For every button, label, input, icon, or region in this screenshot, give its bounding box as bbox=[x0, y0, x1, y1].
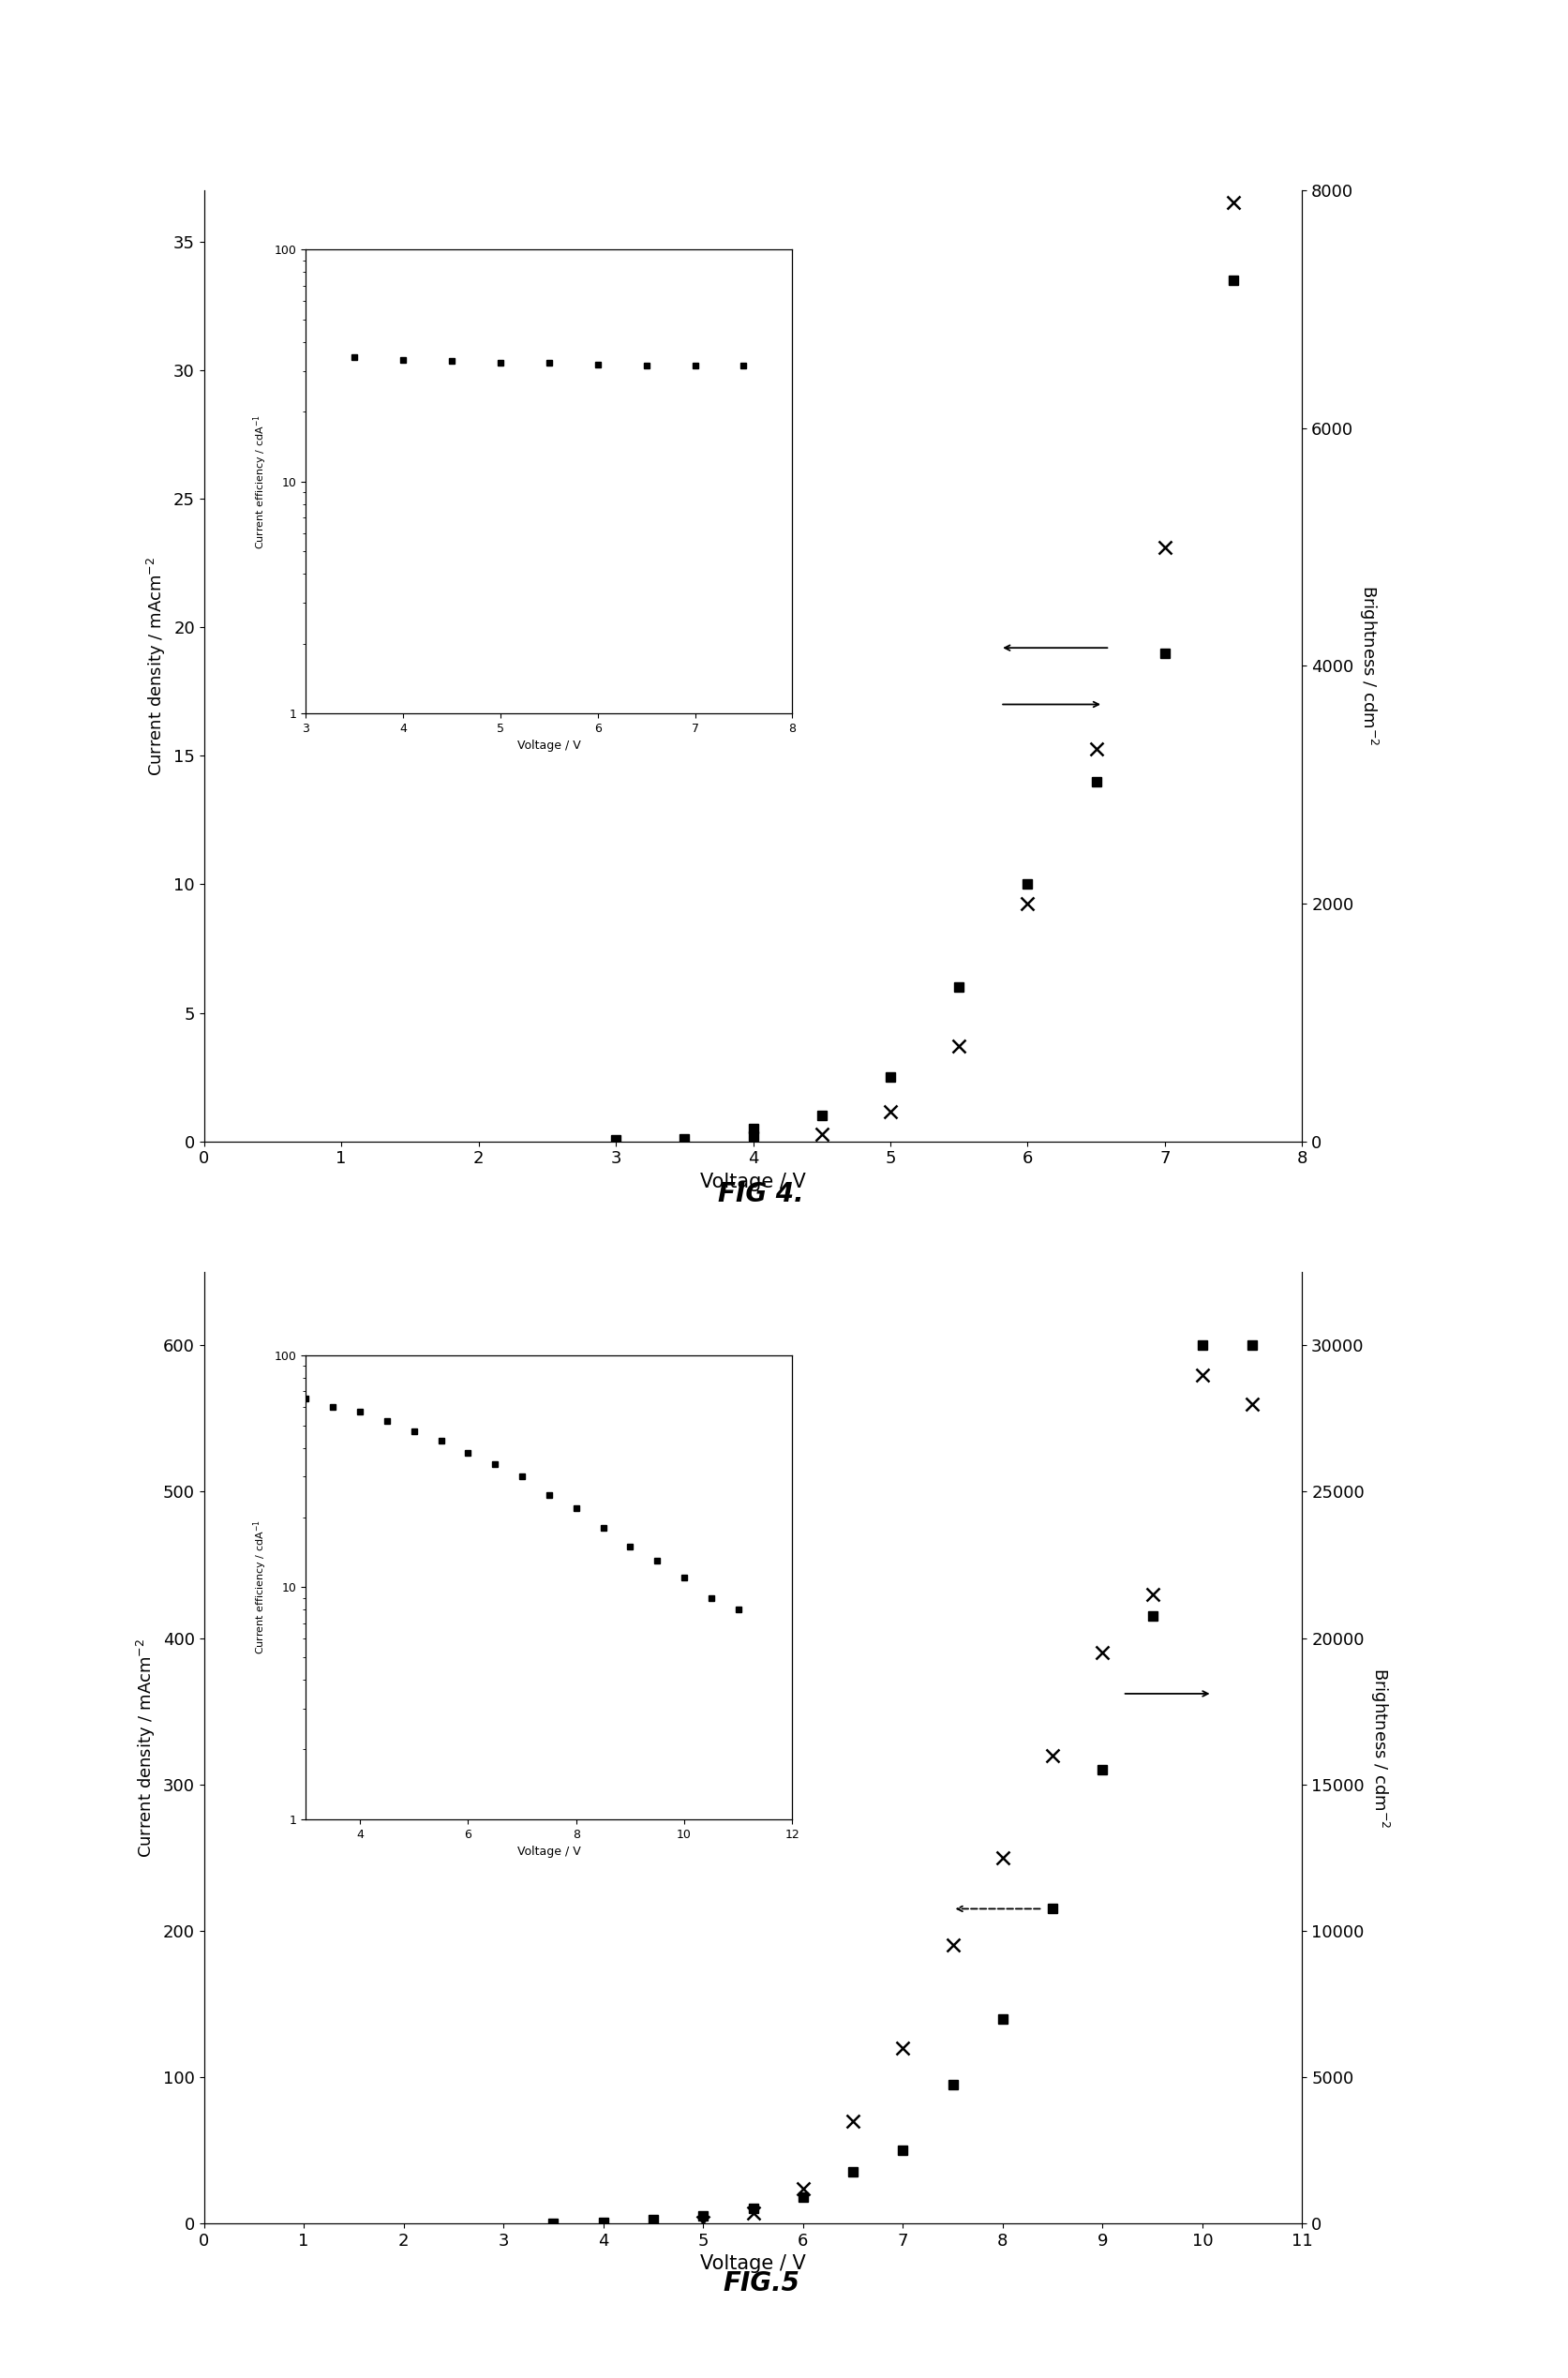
X-axis label: Voltage / V: Voltage / V bbox=[699, 1172, 806, 1191]
Y-axis label: Current efficiency / cdA$^{-1}$: Current efficiency / cdA$^{-1}$ bbox=[252, 1520, 270, 1655]
X-axis label: Voltage / V: Voltage / V bbox=[517, 740, 580, 751]
Y-axis label: Current density / mAcm$^{-2}$: Current density / mAcm$^{-2}$ bbox=[146, 556, 168, 775]
Text: FIG 4.: FIG 4. bbox=[718, 1179, 803, 1208]
X-axis label: Voltage / V: Voltage / V bbox=[517, 1845, 580, 1857]
Text: FIG.5: FIG.5 bbox=[723, 2269, 798, 2297]
Y-axis label: Brightness / cdm$^{-2}$: Brightness / cdm$^{-2}$ bbox=[1367, 1667, 1389, 1829]
Y-axis label: Current density / mAcm$^{-2}$: Current density / mAcm$^{-2}$ bbox=[135, 1638, 158, 1857]
Y-axis label: Brightness / cdm$^{-2}$: Brightness / cdm$^{-2}$ bbox=[1356, 585, 1378, 747]
X-axis label: Voltage / V: Voltage / V bbox=[699, 2254, 806, 2273]
Y-axis label: Current efficiency / cdA$^{-1}$: Current efficiency / cdA$^{-1}$ bbox=[252, 414, 270, 549]
